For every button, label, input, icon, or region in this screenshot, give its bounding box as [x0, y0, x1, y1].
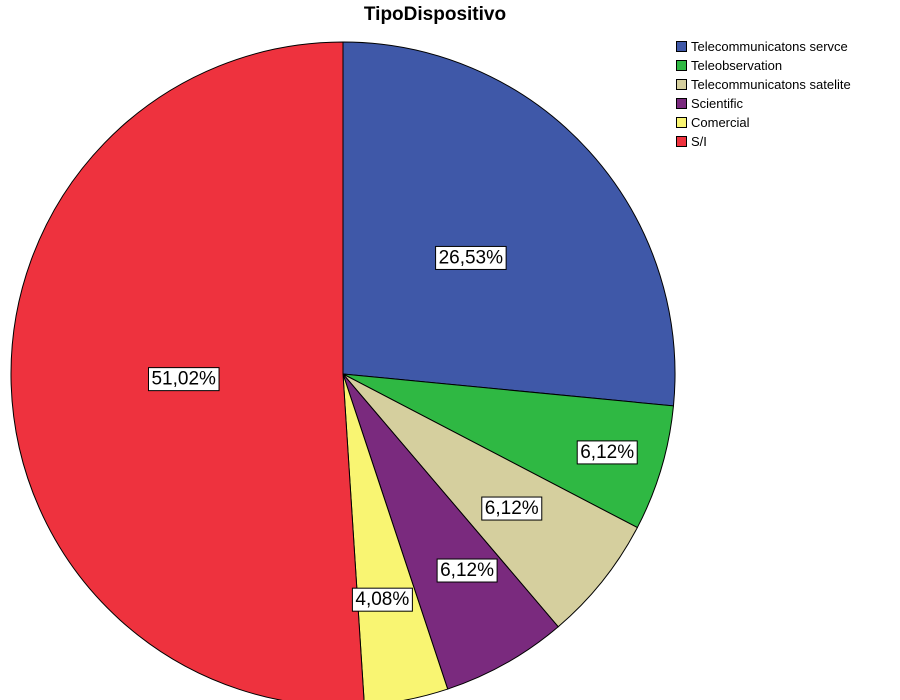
pie-slices: [10, 41, 676, 700]
slice-label-2: 6,12%: [576, 440, 638, 465]
slice-label-1: 26,53%: [435, 245, 507, 270]
legend-item-3: Telecommunicatons satelite: [676, 75, 851, 94]
slice-label-text: 26,53%: [439, 247, 504, 268]
chart-title: TipoDispositivo: [363, 4, 507, 25]
pie-slice-2: [342, 373, 675, 529]
legend: Telecommunicatons servce Teleobservation T…: [676, 37, 851, 151]
slice-label-text: 6,12%: [440, 560, 494, 581]
legend-label: Telecommunicatons satelite: [691, 77, 851, 92]
slice-label-text: 6,12%: [485, 498, 539, 519]
legend-swatch: [676, 98, 687, 109]
legend-item-4: Scientific: [676, 94, 851, 113]
legend-label: S/I: [691, 134, 707, 149]
legend-swatch: [676, 79, 687, 90]
slice-label-box: [351, 587, 413, 612]
slice-label-4: 6,12%: [436, 558, 498, 583]
slice-label-box: [481, 496, 543, 521]
legend-label: Scientific: [691, 96, 744, 111]
legend-swatch: [676, 136, 687, 147]
pie-slice-1: [342, 41, 676, 407]
slice-label-box: [576, 440, 638, 465]
legend-item-6: S/I: [676, 132, 851, 151]
slice-label-text: 4,08%: [355, 589, 409, 610]
slice-label-3: 6,12%: [481, 496, 543, 521]
slice-label-text: 51,02%: [151, 369, 216, 390]
legend-label: Comercial: [691, 115, 750, 130]
pie-slice-4: [342, 373, 559, 690]
legend-swatch: [676, 60, 687, 71]
slice-label-box: [436, 558, 498, 583]
slice-label-box: [435, 245, 507, 270]
legend-item-2: Teleobservation: [676, 56, 851, 75]
pie-labels: 26,53% 6,12% 6,12% 6,12% 4,08% 51,02%: [147, 245, 638, 612]
legend-item-5: Comercial: [676, 113, 851, 132]
legend-label: Telecommunicatons servce: [691, 39, 848, 54]
slice-label-5: 4,08%: [351, 587, 413, 612]
legend-label: Teleobservation: [691, 58, 783, 73]
legend-swatch: [676, 117, 687, 128]
slice-label-6: 51,02%: [147, 367, 220, 392]
legend-swatch: [676, 41, 687, 52]
slice-label-text: 6,12%: [580, 442, 634, 463]
slice-label-box: [147, 367, 220, 392]
legend-item-1: Telecommunicatons servce: [676, 37, 851, 56]
